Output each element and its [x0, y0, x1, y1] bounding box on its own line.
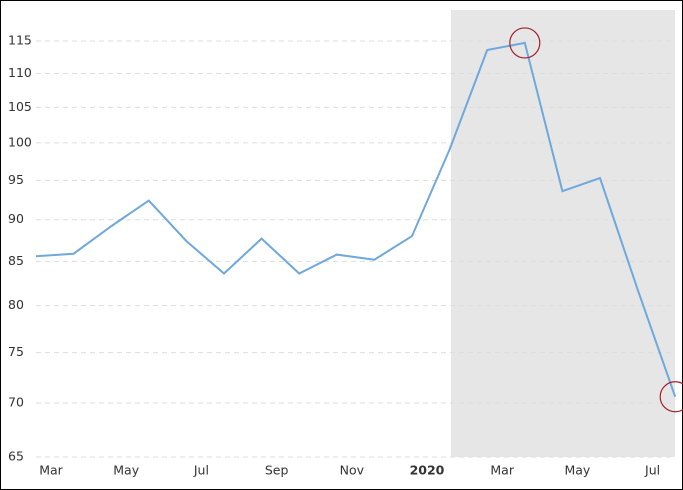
- highlight-circle: [659, 381, 683, 413]
- x-tick-label: May: [113, 463, 139, 478]
- y-tick-label: 80: [8, 297, 24, 312]
- y-tick-label: 110: [8, 65, 32, 80]
- x-tick-label: Sep: [265, 463, 289, 478]
- y-tick-label: 70: [8, 394, 24, 409]
- x-tick-label: Mar: [39, 463, 63, 478]
- x-tick-label: Jul: [193, 463, 209, 478]
- y-tick-label: 75: [8, 344, 24, 359]
- highlight-circle: [509, 27, 541, 59]
- x-tick-label: 2020: [410, 463, 445, 478]
- y-tick-label: 90: [8, 211, 24, 226]
- x-tick-label: May: [564, 463, 590, 478]
- x-tick-label: Mar: [490, 463, 514, 478]
- y-tick-label: 85: [8, 253, 24, 268]
- y-tick-label: 95: [8, 172, 24, 187]
- x-tick-label: Jul: [644, 463, 660, 478]
- shaded-region: [451, 10, 675, 457]
- y-tick-label: 100: [8, 134, 32, 149]
- y-tick-label: 115: [8, 33, 32, 48]
- line-series: [35, 41, 677, 398]
- x-tick-label: Nov: [340, 463, 365, 478]
- y-tick-label: 105: [8, 99, 32, 114]
- y-tick-label: 65: [8, 449, 24, 464]
